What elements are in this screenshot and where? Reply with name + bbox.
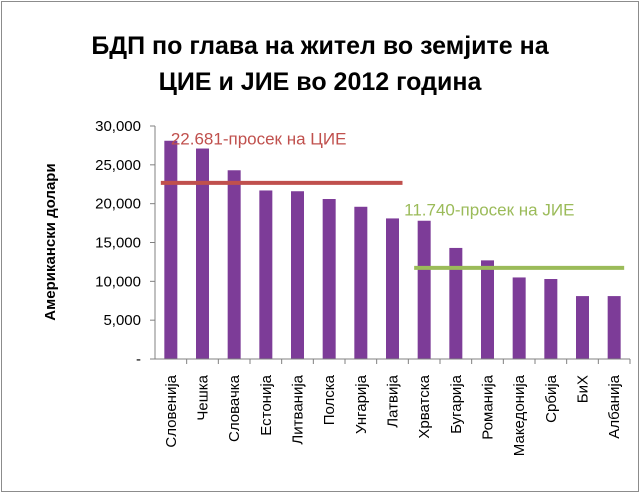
chart-title-line-2: ЦИЕ и ЈИЕ во 2012 година — [159, 68, 483, 96]
reference-lines: 22.681-просек на ЦИЕ 11.740-просек на ЈИЕ — [160, 130, 625, 270]
category-label: Чешка — [195, 374, 212, 420]
category-label: Латвија — [385, 374, 402, 427]
bar — [227, 170, 241, 359]
bar — [322, 199, 336, 359]
bar — [544, 279, 558, 359]
chart-title-line-1: БДП по глава на жител во земјите на — [91, 32, 549, 60]
category-label: Хрватска — [416, 374, 433, 438]
category-label: Естонија — [258, 374, 275, 435]
category-label: Србија — [543, 374, 560, 422]
y-tick-label: 30,000 — [95, 118, 141, 135]
y-tick-label: 25,000 — [95, 157, 141, 174]
y-tick-label: 10,000 — [95, 273, 141, 290]
category-label: Полска — [321, 374, 338, 425]
bar — [386, 218, 399, 359]
bar — [291, 191, 304, 359]
y-tick-label: 15,000 — [95, 235, 141, 252]
y-axis-ticks: - 5,000 10,000 15,000 20,000 25,000 30,000 — [95, 118, 155, 368]
bar — [354, 206, 368, 359]
bar — [481, 260, 494, 359]
bar — [164, 140, 178, 359]
y-tick-label: - — [136, 351, 141, 368]
bar — [259, 190, 273, 359]
category-labels: Словенија Чешка Словачка Естонија Литванија П… — [163, 359, 631, 456]
category-label: БиХ — [575, 375, 592, 403]
category-label: Словенија — [163, 374, 180, 447]
category-label: Македонија — [511, 374, 528, 456]
bar — [512, 277, 526, 359]
category-label: Литванија — [290, 374, 307, 444]
category-label: Албанија — [606, 374, 623, 438]
bar — [449, 247, 463, 359]
bar — [417, 220, 431, 359]
y-tick-label: 20,000 — [95, 196, 141, 213]
gdp-bar-chart: БДП по глава на жител во земјите на ЦИЕ … — [42, 32, 631, 456]
bar — [196, 148, 209, 359]
category-label: Бугарија — [448, 374, 465, 434]
reference-line-label: 22.681-просек на ЦИЕ — [171, 130, 347, 149]
bar — [607, 296, 621, 359]
category-label: Словачка — [226, 374, 243, 442]
category-label: Романија — [480, 374, 497, 439]
bars — [164, 140, 621, 359]
bar — [576, 296, 589, 359]
category-label: Унгарија — [353, 374, 370, 434]
reference-line-label: 11.740-просек на ЈИЕ — [404, 200, 574, 219]
y-tick-label: 5,000 — [103, 312, 141, 329]
y-axis-label: Американски долари — [42, 163, 59, 320]
